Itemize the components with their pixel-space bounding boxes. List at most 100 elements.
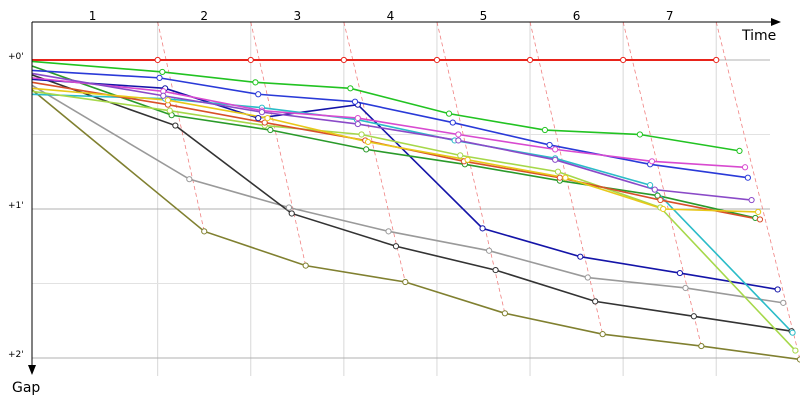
- x-axis-label: Time: [741, 28, 776, 44]
- point: [592, 298, 599, 305]
- point: [166, 107, 173, 114]
- point: [261, 119, 268, 126]
- point: [363, 146, 370, 153]
- lap-line: [250, 21, 307, 266]
- point: [552, 146, 559, 153]
- lap-line: [157, 21, 205, 232]
- series-line: [31, 74, 792, 332]
- point: [741, 164, 749, 171]
- point: [156, 74, 163, 81]
- point: [201, 228, 208, 235]
- point: [657, 196, 664, 204]
- point: [255, 115, 262, 122]
- x-tick-label: 1: [89, 9, 97, 23]
- point: [351, 98, 359, 105]
- point: [620, 56, 627, 64]
- point: [264, 115, 271, 122]
- point: [402, 278, 409, 286]
- point: [577, 253, 584, 260]
- point: [541, 126, 549, 134]
- y-tick-label: +1': [8, 201, 24, 211]
- series: [31, 56, 800, 363]
- point: [358, 131, 365, 138]
- point: [744, 174, 751, 181]
- point: [546, 141, 553, 149]
- point: [698, 342, 705, 350]
- point: [464, 156, 471, 163]
- point: [636, 131, 643, 138]
- x-tick-label: 2: [200, 9, 208, 23]
- point: [445, 110, 453, 117]
- point: [648, 158, 656, 165]
- point: [599, 331, 606, 338]
- point: [449, 119, 456, 126]
- series-line: [31, 60, 740, 152]
- series-line: [31, 65, 756, 219]
- point: [457, 152, 464, 159]
- point: [285, 204, 293, 211]
- point: [172, 122, 179, 129]
- lap-lines: [157, 21, 800, 360]
- point: [255, 91, 262, 98]
- point: [247, 56, 254, 64]
- point: [385, 228, 392, 235]
- point: [774, 286, 781, 293]
- x-tick-label: 4: [387, 9, 395, 23]
- point: [492, 266, 499, 274]
- series-line: [31, 72, 752, 201]
- point: [455, 137, 462, 144]
- point: [682, 284, 689, 292]
- y-tick-label: +0': [8, 52, 24, 62]
- point: [252, 79, 259, 86]
- series-line: [31, 84, 784, 304]
- point: [267, 126, 274, 134]
- point: [552, 156, 559, 163]
- point: [258, 109, 266, 116]
- series-line: [31, 77, 746, 169]
- point: [756, 216, 764, 223]
- point: [164, 97, 172, 104]
- point: [713, 56, 720, 64]
- y-tick-label: +2': [8, 350, 24, 360]
- y-axis-label: Gap: [12, 380, 40, 396]
- point: [651, 186, 658, 193]
- point: [159, 68, 166, 76]
- point: [485, 247, 493, 254]
- lap-line: [715, 21, 800, 360]
- lap-line: [343, 21, 406, 283]
- point: [556, 174, 563, 181]
- point: [288, 210, 295, 217]
- point: [392, 243, 400, 250]
- series-line: [31, 69, 748, 179]
- point: [792, 347, 799, 354]
- x-tick-label: 3: [293, 9, 301, 23]
- x-tick-label: 6: [573, 9, 581, 23]
- lap-line: [529, 21, 604, 335]
- lap-line: [436, 21, 506, 314]
- point: [654, 192, 661, 199]
- point: [647, 182, 654, 189]
- point: [340, 56, 347, 64]
- point: [479, 225, 486, 232]
- point: [584, 274, 591, 281]
- series-line: [31, 78, 778, 291]
- point: [562, 174, 569, 181]
- point: [354, 115, 361, 122]
- point: [736, 147, 743, 154]
- x-tick-label: 7: [666, 9, 674, 23]
- x-tick-label: 5: [480, 9, 488, 23]
- point: [347, 85, 354, 92]
- point: [789, 329, 796, 336]
- point: [676, 269, 684, 277]
- point: [748, 196, 755, 204]
- point: [302, 262, 309, 269]
- point: [154, 56, 161, 64]
- point: [186, 176, 193, 183]
- series-line: [31, 89, 800, 361]
- point: [660, 205, 667, 213]
- point: [796, 356, 800, 363]
- point: [780, 299, 787, 306]
- point: [364, 138, 372, 146]
- series-line: [31, 87, 759, 213]
